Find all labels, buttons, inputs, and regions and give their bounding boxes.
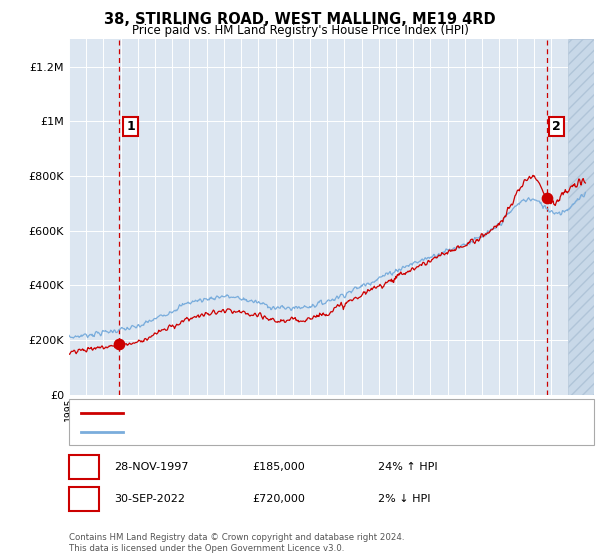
Text: £185,000: £185,000 bbox=[252, 462, 305, 472]
Text: 30-SEP-2022: 30-SEP-2022 bbox=[114, 494, 185, 504]
Point bbox=[542, 193, 551, 202]
Text: 28-NOV-1997: 28-NOV-1997 bbox=[114, 462, 188, 472]
Text: Contains HM Land Registry data © Crown copyright and database right 2024.
This d: Contains HM Land Registry data © Crown c… bbox=[69, 533, 404, 553]
Text: 2% ↓ HPI: 2% ↓ HPI bbox=[378, 494, 431, 504]
Text: 38, STIRLING ROAD, WEST MALLING, ME19 4RD: 38, STIRLING ROAD, WEST MALLING, ME19 4R… bbox=[104, 12, 496, 27]
Bar bbox=[568, 39, 600, 395]
Text: 38, STIRLING ROAD, WEST MALLING, ME19 4RD (detached house): 38, STIRLING ROAD, WEST MALLING, ME19 4R… bbox=[132, 408, 474, 418]
Text: 1: 1 bbox=[80, 460, 88, 474]
Text: 2: 2 bbox=[552, 120, 560, 133]
Text: 24% ↑ HPI: 24% ↑ HPI bbox=[378, 462, 437, 472]
Text: Price paid vs. HM Land Registry's House Price Index (HPI): Price paid vs. HM Land Registry's House … bbox=[131, 24, 469, 36]
Text: 1: 1 bbox=[126, 120, 135, 133]
Text: £720,000: £720,000 bbox=[252, 494, 305, 504]
Point bbox=[115, 340, 124, 349]
Text: HPI: Average price, detached house, Tonbridge and Malling: HPI: Average price, detached house, Tonb… bbox=[132, 427, 440, 437]
Text: 2: 2 bbox=[80, 492, 88, 506]
